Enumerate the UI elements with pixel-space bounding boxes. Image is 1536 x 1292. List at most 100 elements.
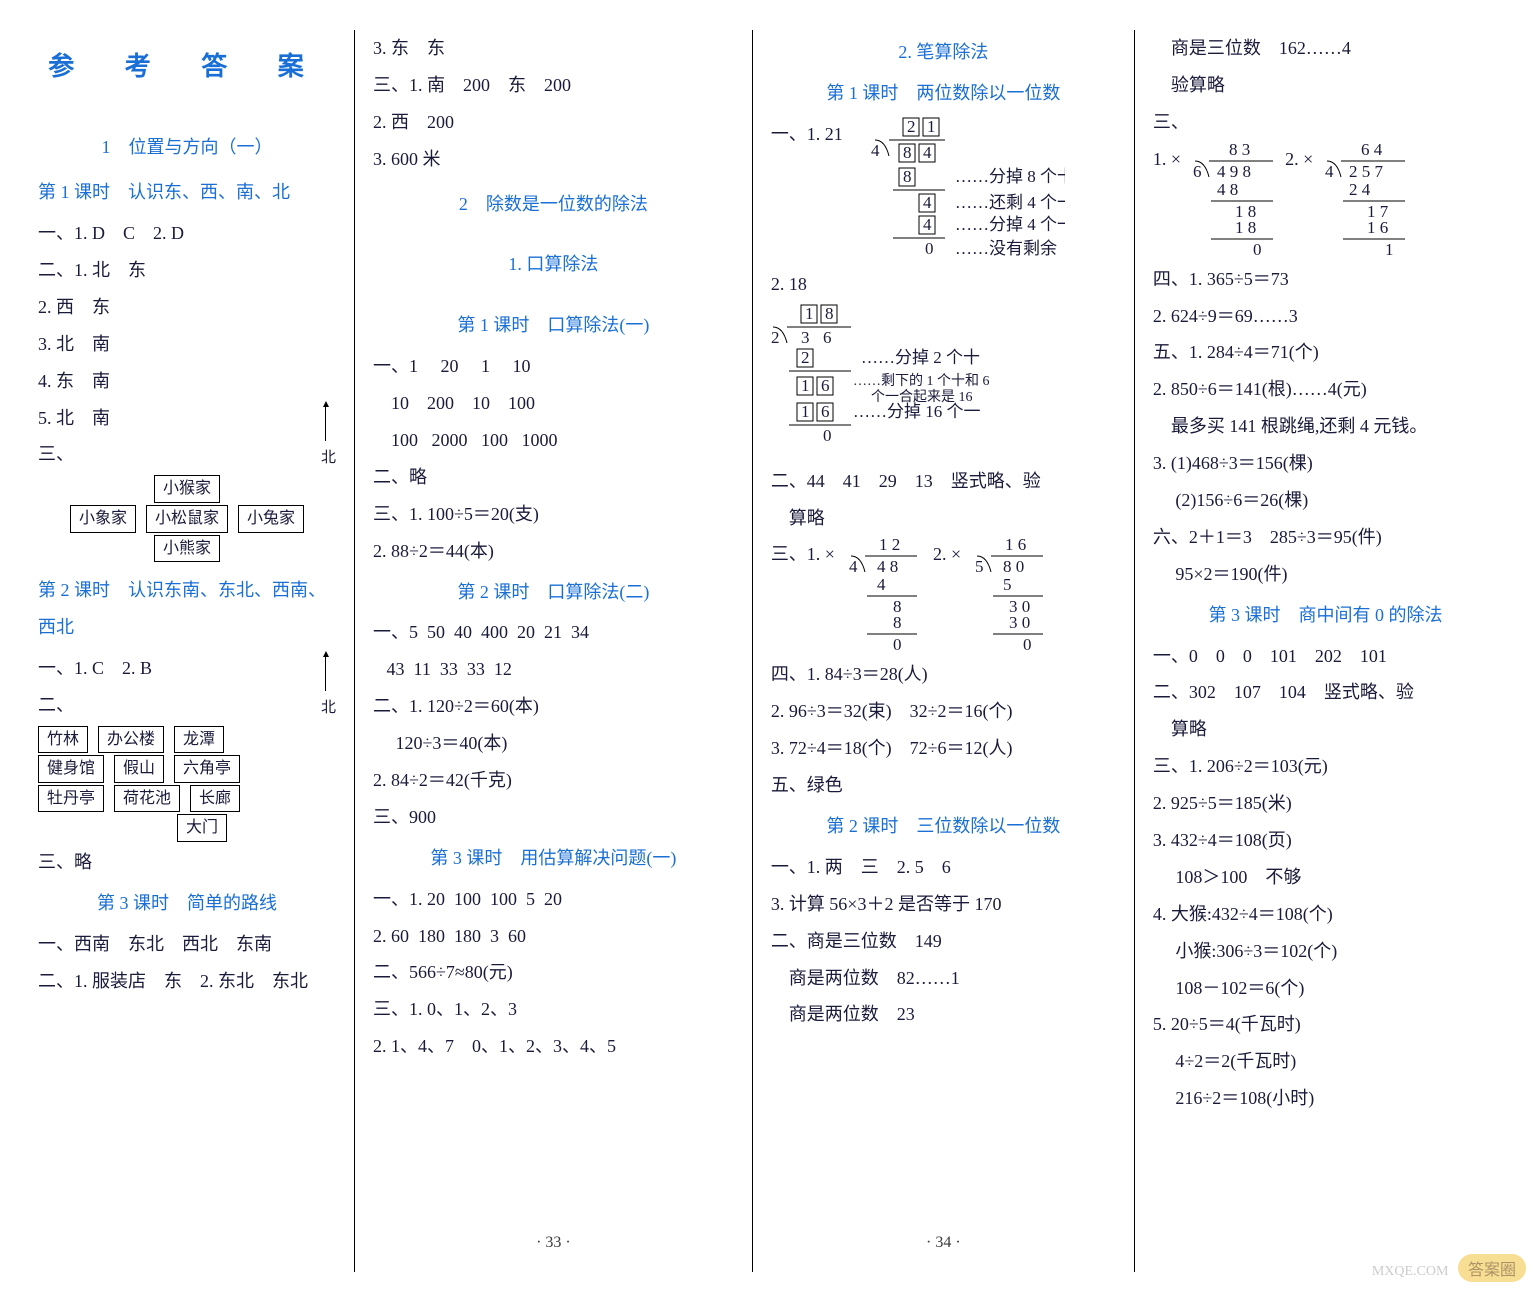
svg-text:0: 0 xyxy=(925,239,934,258)
place-box: 牡丹亭 xyxy=(38,785,104,813)
place-box: 假山 xyxy=(114,755,164,783)
svg-text:1: 1 xyxy=(801,402,810,421)
answer-line: 三、 xyxy=(38,436,74,473)
answer-line: 一、0 0 0 101 202 101 xyxy=(1153,638,1498,675)
answer-line: 三、1. 0、1、2、3 xyxy=(373,991,734,1028)
answer-line: 3. 计算 56×3＋2 是否等于 170 xyxy=(771,886,1116,923)
diagram-row: 小猴家 xyxy=(38,475,336,503)
svg-text:8 0: 8 0 xyxy=(1003,557,1024,576)
lesson-2-3: 第 3 课时 用估算解决问题(一) xyxy=(373,840,734,877)
division-pair: 1. × 8 3 64 9 8 4 8 1 8 1 8 0 2. × xyxy=(1153,141,1498,261)
page-number: · 34 · xyxy=(753,1227,1134,1260)
svg-text:……没有剩余: ……没有剩余 xyxy=(955,239,1057,258)
lesson-4-3: 第 3 课时 商中间有 0 的除法 xyxy=(1153,597,1498,634)
answer-line: 2. 西 东 xyxy=(38,289,336,326)
long-division-icon: 2 1 4 8 4 8 ……分掉 8 个十 4 ……还剩 4 个一 4 ……分掉… xyxy=(855,116,1065,266)
svg-text:8: 8 xyxy=(893,613,902,632)
answer-line: 5. 北 南 xyxy=(38,400,336,437)
column-4: 商是三位数 162……4 验算略 三、 1. × 8 3 64 9 8 4 8 … xyxy=(1134,30,1516,1272)
svg-text:1 8: 1 8 xyxy=(1235,218,1256,237)
diagram-row: 健身馆 假山 六角亭 xyxy=(38,755,336,783)
answer-line: 算略 xyxy=(1153,711,1498,748)
answer-line: 2. 18 xyxy=(771,266,1116,303)
svg-text:6 4: 6 4 xyxy=(1361,141,1383,159)
svg-text:6: 6 xyxy=(821,402,830,421)
svg-text:1 2: 1 2 xyxy=(879,536,900,554)
answer-line: 3. 东 东 xyxy=(373,30,734,67)
answer-label: 2. × xyxy=(1285,141,1313,178)
lesson-2-2: 第 2 课时 口算除法(二) xyxy=(373,574,734,611)
place-box: 办公楼 xyxy=(98,726,164,754)
answer-line: 108－102＝6(个) xyxy=(1153,970,1498,1007)
answer-line: 一、1. C 2. B xyxy=(38,650,336,687)
answer-line: 三、1. 100÷5＝20(支) xyxy=(373,496,734,533)
answer-line: 2. 850÷6＝141(根)……4(元) xyxy=(1153,371,1498,408)
answer-label: 2. × xyxy=(933,536,961,573)
place-box: 长廊 xyxy=(190,785,240,813)
table-row: 一、1 20 1 10 xyxy=(373,348,734,385)
answer-line: 2. 925÷5＝185(米) xyxy=(1153,785,1498,822)
subsection-title: 2. 笔算除法 xyxy=(771,34,1116,71)
page-number: · 33 · xyxy=(355,1227,752,1260)
house-box: 小松鼠家 xyxy=(146,505,228,533)
svg-text:1 6: 1 6 xyxy=(1005,536,1026,554)
svg-text:5: 5 xyxy=(975,557,984,576)
answer-line: 一、1. D C 2. D xyxy=(38,215,336,252)
svg-text:6: 6 xyxy=(823,328,832,347)
answer-line: 95×2＝190(件) xyxy=(1153,556,1498,593)
chapter-1-title: 1 位置与方向（一） xyxy=(38,129,336,166)
answer-line: 2. 1、4、7 0、1、2、3、4、5 xyxy=(373,1028,734,1065)
answer-line: 一、1. 两 三 2. 5 6 xyxy=(771,849,1116,886)
lesson-1-2: 第 2 课时 认识东南、东北、西南、西北 xyxy=(38,572,336,646)
answer-line: 2. 84÷2＝42(千克) xyxy=(373,762,734,799)
subsection-title: 1. 口算除法 xyxy=(373,246,734,283)
chapter-2-title: 2 除数是一位数的除法 xyxy=(373,186,734,223)
place-box: 健身馆 xyxy=(38,755,104,783)
svg-text:……分掉 4 个一: ……分掉 4 个一 xyxy=(955,215,1065,234)
place-box: 荷花池 xyxy=(114,785,180,813)
column-2: 3. 东 东 三、1. 南 200 东 200 2. 西 200 3. 600 … xyxy=(354,30,752,1272)
answer-line: 216÷2＝108(小时) xyxy=(1153,1080,1498,1117)
diagram-row: 小象家 小松鼠家 小兔家 xyxy=(38,505,336,533)
answer-line: 三、略 xyxy=(38,844,336,881)
svg-text:5: 5 xyxy=(1003,575,1012,594)
svg-text:……分掉 2 个十: ……分掉 2 个十 xyxy=(861,348,980,367)
svg-text:……剩下的 1 个十和 6: ……剩下的 1 个十和 6 xyxy=(853,373,990,389)
answer-line: 5. 20÷5＝4(千瓦时) xyxy=(1153,1006,1498,1043)
svg-text:8: 8 xyxy=(903,143,912,162)
long-division-icon: 1 8 236 2 ……分掉 2 个十 1 6 ……剩下的 1 个十和 6 个一… xyxy=(771,303,1051,463)
svg-text:8: 8 xyxy=(825,304,834,323)
answer-line: 4. 大猴:432÷4＝108(个) xyxy=(1153,896,1498,933)
answer-line: 二、商是三位数 149 xyxy=(771,923,1116,960)
answer-line: 3. 600 米 xyxy=(373,141,734,178)
answer-line: 五、绿色 xyxy=(771,767,1116,804)
answer-line: 二、302 107 104 竖式略、验 xyxy=(1153,674,1498,711)
svg-text:4: 4 xyxy=(877,575,886,594)
answer-line: 最多买 141 根跳绳,还剩 4 元钱。 xyxy=(1153,408,1498,445)
answer-line: 二、1. 120÷2＝60(本) xyxy=(373,688,734,725)
svg-text:4: 4 xyxy=(871,141,880,160)
answer-line: 三、 xyxy=(1153,104,1498,141)
svg-text:3 0: 3 0 xyxy=(1009,613,1030,632)
svg-text:2: 2 xyxy=(907,117,916,136)
answer-line: 2. 624÷9＝69……3 xyxy=(1153,298,1498,335)
answer-line: 3. 432÷4＝108(页) xyxy=(1153,822,1498,859)
answer-line: 一、1. 20 100 100 5 20 xyxy=(373,881,734,918)
place-box: 竹林 xyxy=(38,726,88,754)
lesson-1-1: 第 1 课时 认识东、西、南、北 xyxy=(38,174,336,211)
answer-line: 二、566÷7≈80(元) xyxy=(373,954,734,991)
answer-line: 3. 72÷4＝18(个) 72÷6＝12(人) xyxy=(771,730,1116,767)
svg-text:3: 3 xyxy=(801,328,810,347)
answer-line: 3. (1)468÷3＝156(棵) xyxy=(1153,445,1498,482)
svg-text:4: 4 xyxy=(923,143,932,162)
table-row: 10 200 10 100 xyxy=(373,385,734,422)
answer-label: 1. × xyxy=(1153,141,1181,178)
answer-line: 算略 xyxy=(771,500,1116,537)
diagram-row: 大门 xyxy=(38,814,336,842)
svg-text:0: 0 xyxy=(1023,635,1032,654)
long-division-icon: 8 3 64 9 8 4 8 1 8 1 8 0 xyxy=(1183,141,1283,261)
answer-line: 一、西南 东北 西北 东南 xyxy=(38,926,336,963)
svg-text:0: 0 xyxy=(823,426,832,445)
answer-line: 三、900 xyxy=(373,799,734,836)
answer-line: 2. 88÷2＝44(本) xyxy=(373,533,734,570)
